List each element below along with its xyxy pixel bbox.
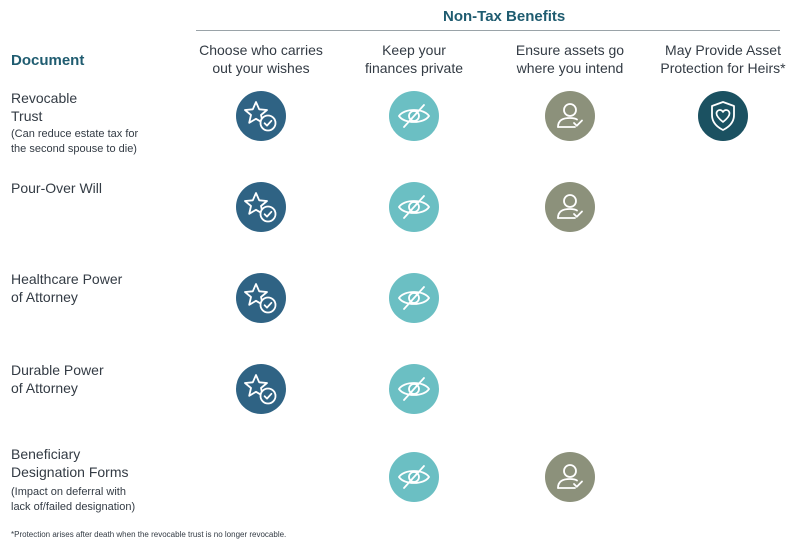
row-title-healthcare-poa: Healthcare Power of Attorney <box>11 270 122 306</box>
row-title-line: Beneficiary <box>11 446 81 462</box>
row-note-line: lack of/failed designation) <box>11 501 136 513</box>
star-check-icon <box>236 182 286 232</box>
row-title-pour-over-will: Pour-Over Will <box>11 179 102 197</box>
eye-slash-icon <box>389 273 439 323</box>
person-check-icon <box>545 182 595 232</box>
column-header-line: May Provide Asset <box>665 42 781 58</box>
column-header-carry-out-wishes: Choose who carries out your wishes <box>186 41 336 77</box>
shield-heart-icon <box>698 91 748 141</box>
row-title-line: of Attorney <box>11 289 78 305</box>
column-header-line: Protection for Heirs* <box>660 60 786 76</box>
column-header-line: Keep your <box>382 42 446 58</box>
row-title-line: Trust <box>11 108 43 124</box>
eye-slash-icon <box>389 452 439 502</box>
non-tax-benefits-title: Non-Tax Benefits <box>443 8 566 25</box>
row-title-beneficiary-forms: Beneficiary Designation Forms <box>11 445 129 481</box>
document-column-header: Document <box>11 52 85 69</box>
row-title-line: Revocable <box>11 90 78 106</box>
eye-slash-icon <box>389 364 439 414</box>
column-header-line: out your wishes <box>212 60 310 76</box>
row-note-beneficiary-forms: (Impact on deferral with lack of/failed … <box>11 485 135 515</box>
row-title-durable-poa: Durable Power of Attorney <box>11 361 104 397</box>
row-title-revocable-trust: Revocable Trust <box>11 89 77 125</box>
column-header-line: Ensure assets go <box>515 42 625 58</box>
star-check-icon <box>236 91 286 141</box>
person-check-icon <box>545 91 595 141</box>
column-header-asset-protection: May Provide Asset Protection for Heirs* <box>648 41 798 77</box>
header-divider <box>196 30 780 31</box>
column-header-line: where you intend <box>516 60 624 76</box>
eye-slash-icon <box>389 91 439 141</box>
footnote: *Protection arises after death when the … <box>11 530 287 539</box>
person-check-icon <box>545 452 595 502</box>
row-title-line: Designation Forms <box>11 464 129 480</box>
row-note-revocable-trust: (Can reduce estate tax for the second sp… <box>11 127 138 157</box>
eye-slash-icon <box>389 182 439 232</box>
row-title-line: Pour-Over Will <box>11 180 103 196</box>
row-title-line: Healthcare Power <box>11 271 123 287</box>
star-check-icon <box>236 273 286 323</box>
column-header-privacy: Keep your finances private <box>339 41 489 77</box>
column-header-line: finances private <box>364 60 464 76</box>
column-header-assets-intent: Ensure assets go where you intend <box>495 41 645 77</box>
row-note-line: the second spouse to die) <box>11 143 137 155</box>
row-title-line: of Attorney <box>11 380 78 396</box>
star-check-icon <box>236 364 286 414</box>
column-header-line: Choose who carries <box>199 42 323 58</box>
row-note-line: (Can reduce estate tax for <box>11 128 139 140</box>
row-note-line: (Impact on deferral with <box>11 486 126 498</box>
row-title-line: Durable Power <box>11 362 104 378</box>
